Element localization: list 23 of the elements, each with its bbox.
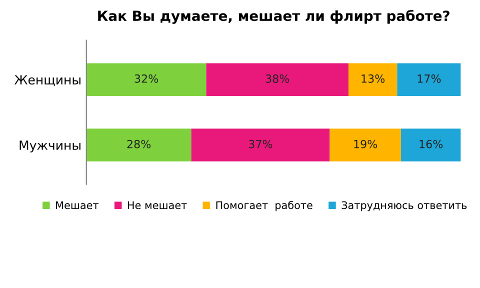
data-label: 13% — [362, 74, 385, 83]
data-label: 16% — [420, 140, 443, 148]
data-label: 17% — [418, 74, 441, 83]
chart-title: Как Вы думаете, мешает ли флирт работе? — [98, 10, 450, 24]
bar — [400, 128, 461, 162]
bar — [397, 63, 461, 96]
bar — [86, 63, 206, 96]
y-tick-label: Женщины — [14, 75, 80, 86]
legend-label: Не мешает — [128, 201, 187, 210]
bar — [348, 63, 398, 96]
bar — [330, 128, 401, 162]
data-label: 19% — [354, 140, 378, 148]
data-label: 28% — [127, 140, 151, 148]
bar — [206, 63, 348, 96]
legend-label: Помогает работе — [216, 200, 312, 212]
legend-label: Затрудняюсь ответить — [342, 201, 467, 212]
legend-label: Мешает — [56, 201, 99, 210]
bar — [86, 128, 192, 162]
data-label: 37% — [248, 140, 272, 148]
y-tick-label: Мужчины — [20, 140, 80, 152]
data-label: 38% — [266, 74, 290, 83]
data-label: 32% — [134, 74, 158, 83]
bar — [191, 128, 330, 162]
